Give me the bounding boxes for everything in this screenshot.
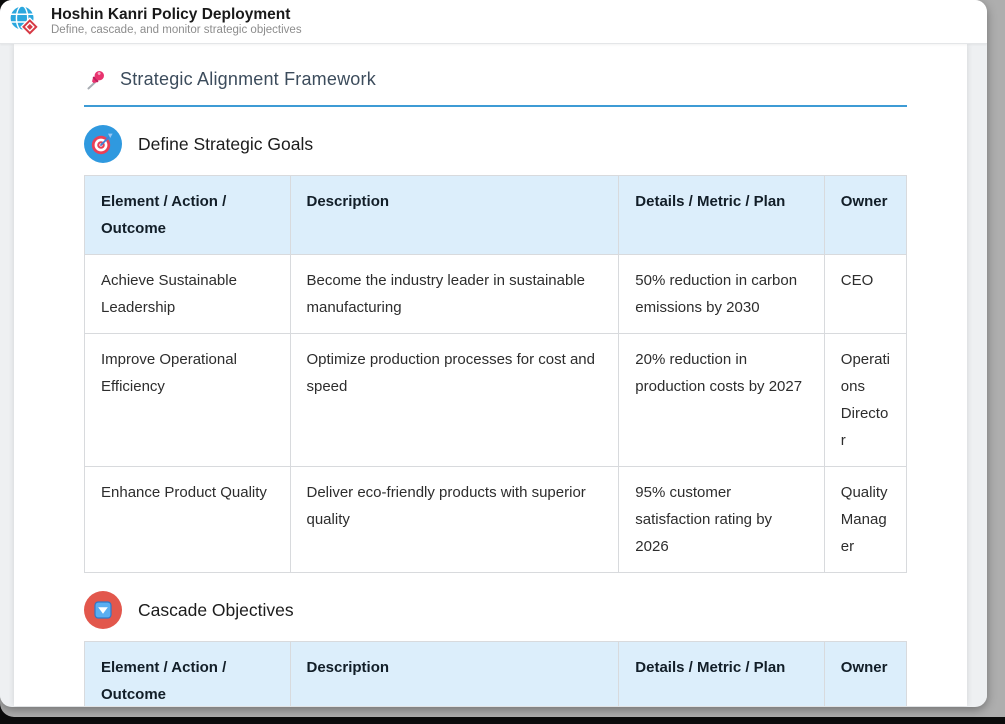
data-table: Element / Action / Outcome Description Det… bbox=[84, 641, 908, 706]
app-window: Hoshin Kanri Policy Deployment Define, c… bbox=[0, 0, 987, 707]
app-header-titles: Hoshin Kanri Policy Deployment Define, c… bbox=[51, 5, 302, 38]
subsection-heading: Cascade Objectives bbox=[84, 591, 907, 629]
column-header: Details / Metric / Plan bbox=[618, 175, 825, 255]
app-header: Hoshin Kanri Policy Deployment Define, c… bbox=[0, 0, 987, 44]
table-cell: Improve Operational Efficiency bbox=[84, 333, 291, 467]
accent-divider bbox=[84, 105, 907, 107]
column-header: Owner bbox=[823, 175, 908, 255]
table-header-row: Element / Action / Outcome Description Det… bbox=[84, 175, 908, 255]
column-header: Description bbox=[289, 641, 620, 706]
table-cell: Achieve Sustainable Leadership bbox=[84, 254, 291, 334]
subsection: Define Strategic Goals Element / Action … bbox=[84, 125, 908, 573]
data-table: Element / Action / Outcome Description Det… bbox=[84, 175, 908, 573]
table-cell: 95% customer satisfaction rating by 2026 bbox=[618, 466, 825, 573]
subsection-title: Define Strategic Goals bbox=[138, 133, 314, 154]
table-cell: Operations Director bbox=[823, 333, 908, 467]
down-arrow-icon bbox=[84, 591, 122, 629]
column-header: Details / Metric / Plan bbox=[618, 641, 825, 706]
table-cell: 50% reduction in carbon emissions by 203… bbox=[618, 254, 825, 334]
column-header: Element / Action / Outcome bbox=[84, 641, 291, 706]
pushpin-icon bbox=[84, 68, 107, 91]
table-row: Achieve Sustainable Leadership Become the… bbox=[84, 254, 908, 334]
table-row: Enhance Product Quality Deliver eco-frien… bbox=[84, 466, 908, 573]
table-cell: Enhance Product Quality bbox=[84, 466, 291, 573]
page-background: Strategic Alignment Framework Define Str… bbox=[0, 44, 987, 706]
table-cell: Become the industry leader in sustainabl… bbox=[289, 254, 620, 334]
column-header: Description bbox=[289, 175, 620, 255]
app-logo-icon bbox=[7, 4, 42, 39]
page-title: Strategic Alignment Framework bbox=[120, 69, 376, 89]
table-header-row: Element / Action / Outcome Description Det… bbox=[84, 641, 908, 706]
column-header: Owner bbox=[823, 641, 908, 706]
content-card: Strategic Alignment Framework Define Str… bbox=[14, 44, 967, 706]
column-header: Element / Action / Outcome bbox=[84, 175, 291, 255]
app-subtitle: Define, cascade, and monitor strategic o… bbox=[51, 24, 302, 37]
section-heading: Strategic Alignment Framework bbox=[84, 68, 907, 91]
table-cell: CEO bbox=[823, 254, 908, 334]
table-row: Improve Operational Efficiency Optimize p… bbox=[84, 333, 908, 467]
subsections-container: Define Strategic Goals Element / Action … bbox=[84, 125, 908, 706]
subsection: Cascade Objectives Element / Action / Ou… bbox=[84, 591, 908, 706]
table-cell: Quality Manager bbox=[823, 466, 908, 573]
target-icon bbox=[84, 125, 122, 163]
table-cell: Optimize production processes for cost a… bbox=[289, 333, 620, 467]
table-cell: Deliver eco-friendly products with super… bbox=[289, 466, 620, 573]
table-cell: 20% reduction in production costs by 202… bbox=[618, 333, 825, 467]
subsection-heading: Define Strategic Goals bbox=[84, 125, 907, 163]
app-title: Hoshin Kanri Policy Deployment bbox=[51, 5, 291, 23]
subsection-title: Cascade Objectives bbox=[138, 599, 294, 620]
